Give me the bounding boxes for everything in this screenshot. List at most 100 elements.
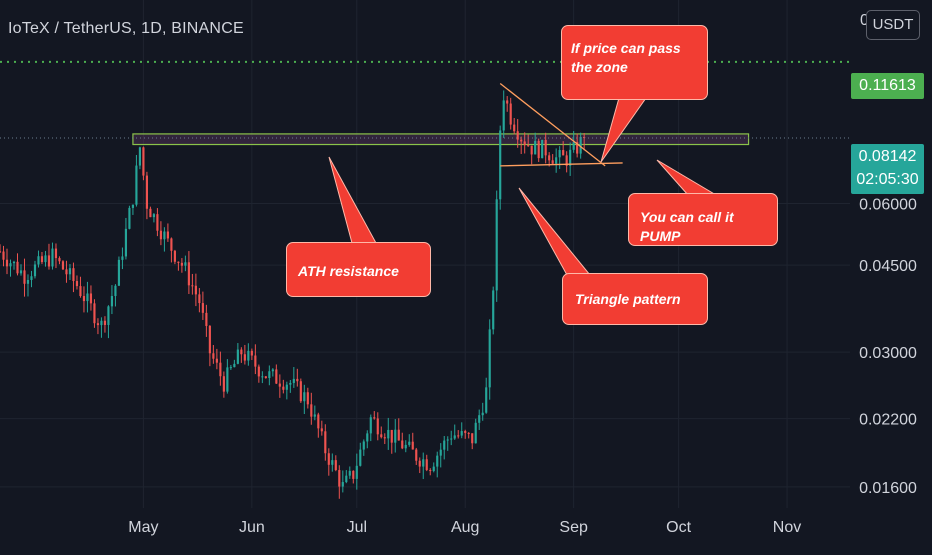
candle-body	[467, 432, 470, 434]
candles	[0, 90, 586, 499]
candle-body	[149, 208, 152, 218]
candle-body	[359, 449, 362, 466]
candle-body	[226, 367, 229, 392]
candle-body	[275, 369, 278, 384]
candle-body	[394, 429, 397, 443]
candle-body	[184, 262, 187, 266]
candle-body	[5, 259, 9, 267]
top-axis-fragment: 0	[860, 12, 869, 29]
candle-body	[457, 435, 460, 437]
candle-body	[355, 465, 358, 479]
candle-body	[96, 323, 100, 326]
candle-body	[243, 354, 246, 361]
candle-body	[138, 147, 142, 166]
price-tick-label: 0.04500	[859, 258, 917, 275]
candle-body	[506, 100, 509, 104]
pass-zone-callout[interactable]: If price can pass the zone	[561, 25, 708, 100]
candle-body	[572, 142, 575, 150]
candle-body	[460, 431, 463, 436]
price-tick-label: 0.01600	[859, 480, 917, 497]
ath-callout-tail	[328, 156, 377, 244]
candle-body	[93, 303, 96, 324]
candle-body	[264, 376, 267, 378]
time-tick-label: Jun	[239, 519, 265, 536]
last-price-tag: 0.08142 02:05:30	[851, 144, 924, 194]
candle-body	[352, 470, 355, 479]
candle-body	[464, 431, 467, 433]
candle-body	[313, 414, 316, 417]
candle-body	[110, 296, 114, 307]
time-axis: May Jun Jul Aug Sep Oct Nov	[128, 519, 801, 536]
candle-body	[117, 259, 121, 286]
candle-body	[229, 367, 232, 369]
candle-body	[159, 230, 162, 240]
pass-zone-callout-tail	[600, 97, 647, 163]
candle-body	[345, 475, 348, 483]
candle-body	[411, 441, 414, 450]
candle-body	[75, 281, 79, 287]
candle-body	[331, 460, 334, 465]
candle-body	[296, 378, 299, 382]
candle-body	[261, 376, 264, 378]
pump-callout[interactable]: You can call it PUMP	[628, 193, 778, 246]
candle-body	[61, 261, 65, 270]
candle-body	[191, 285, 194, 287]
triangle-pattern-callout[interactable]: Triangle pattern	[562, 273, 708, 325]
candle-body	[271, 369, 274, 372]
candle-body	[12, 261, 16, 264]
candle-body	[488, 329, 491, 388]
candle-body	[516, 131, 519, 140]
candle-body	[534, 140, 537, 155]
candle-body	[208, 325, 211, 354]
bar-countdown: 02:05:30	[856, 171, 919, 188]
candle-body	[198, 294, 201, 304]
candle-body	[551, 160, 554, 164]
candle-body	[327, 453, 330, 465]
candle-body	[425, 459, 428, 471]
pump-text: You can call it PUMP	[640, 209, 734, 244]
triangle-pattern-text: Triangle pattern	[575, 291, 681, 307]
candle-body	[163, 231, 166, 240]
candle-body	[37, 256, 40, 265]
candle-body	[334, 460, 337, 471]
candle-body	[306, 392, 309, 405]
candle-body	[520, 139, 523, 142]
candle-body	[422, 459, 425, 467]
price-tick-label: 0.06000	[859, 196, 917, 213]
candle-body	[292, 378, 295, 383]
candle-body	[180, 262, 183, 266]
candle-body	[47, 255, 51, 267]
candle-body	[499, 130, 502, 200]
candle-body	[583, 136, 586, 139]
time-tick-label: May	[128, 519, 158, 536]
candle-body	[114, 285, 117, 297]
candle-body	[576, 142, 579, 154]
candle-body	[366, 433, 369, 442]
candle-body	[439, 449, 442, 456]
candle-body	[194, 285, 197, 295]
currency-button[interactable]: USDT	[866, 10, 920, 40]
price-axis: 0.01600 0.02200 0.03000 0.04500 0.06000	[859, 196, 917, 496]
candle-body	[40, 256, 44, 263]
chart-title: IoTeX / TetherUS, 1D, BINANCE	[8, 20, 244, 37]
candle-body	[82, 296, 86, 302]
price-tick-label: 0.03000	[859, 345, 917, 362]
ath-resistance-text: ATH resistance	[298, 263, 399, 279]
candle-body	[299, 381, 302, 402]
candle-body	[128, 207, 131, 229]
candle-body	[212, 353, 215, 359]
candle-body	[250, 350, 253, 356]
candle-body	[233, 363, 236, 368]
candle-body	[240, 349, 243, 355]
time-tick-label: Jul	[347, 519, 367, 536]
candle-body	[513, 124, 516, 132]
candle-body	[373, 417, 376, 419]
candle-body	[429, 470, 432, 472]
time-tick-label: Sep	[559, 519, 588, 536]
ath-resistance-callout[interactable]: ATH resistance	[286, 242, 431, 297]
candle-body	[103, 320, 107, 325]
callout-tails	[328, 97, 718, 276]
time-axis-bg[interactable]	[0, 508, 932, 550]
candle-body	[2, 251, 5, 260]
